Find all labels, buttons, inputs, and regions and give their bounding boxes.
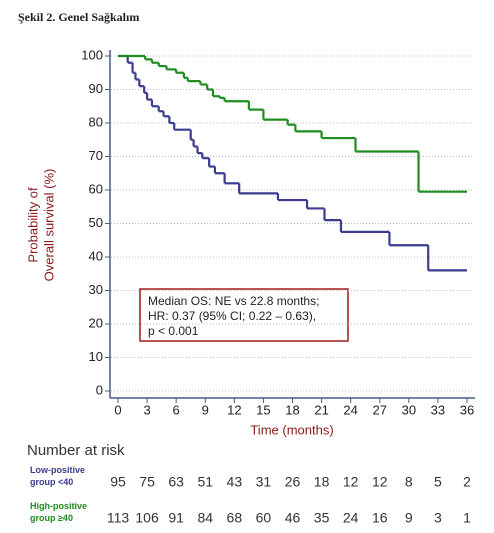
y-tick-label: 20 [89,315,103,330]
risk-count: 26 [285,474,301,490]
y-tick-label: 90 [89,81,103,96]
annotation-box [139,288,349,342]
risk-count: 95 [110,474,126,490]
risk-count: 51 [197,474,213,490]
risk-count: 12 [343,474,359,490]
risk-count: 18 [314,474,330,490]
risk-count: 106 [135,510,159,526]
annotation-text: Median OS: NE vs 22.8 months; [148,294,319,308]
x-tick-label: 12 [227,402,241,417]
annotation-text: p < 0.001 [148,324,199,338]
y-axis-label: Overall survival (%) [41,169,56,282]
risk-count: 46 [285,510,301,526]
x-tick-label: 27 [373,402,387,417]
risk-count: 5 [434,474,442,490]
risk-count: 84 [197,510,213,526]
y-tick-label: 0 [96,382,103,397]
risk-count: 113 [107,510,130,526]
risk-count: 1 [463,510,471,526]
annotation-text: HR: 0.37 (95% CI; 0.22 – 0.63), [148,309,316,323]
x-tick-label: 24 [343,402,357,417]
risk-row-label: Low-positive group <40 [30,465,86,487]
x-tick-label: 18 [285,402,299,417]
x-tick-label: 36 [460,402,474,417]
risk-row-label: High-positive group ≥40 [30,501,88,523]
risk-count: 24 [343,510,359,526]
risk-table-title: Number at risk [27,442,125,459]
y-tick-label: 30 [89,282,103,297]
risk-count: 35 [314,510,330,526]
x-tick-label: 30 [402,402,416,417]
x-tick-label: 6 [173,402,180,417]
y-tick-label: 80 [89,114,103,129]
risk-count: 12 [372,474,388,490]
risk-count: 16 [372,510,388,526]
x-tick-label: 3 [143,402,150,417]
x-tick-label: 0 [114,402,121,417]
y-tick-label: 100 [81,47,103,62]
x-tick-label: 21 [314,402,328,417]
y-axis-label: Probability of [25,187,40,263]
risk-count: 31 [256,474,272,490]
risk-count: 60 [256,510,272,526]
y-tick-label: 10 [89,349,103,364]
chart-title: Şekil 2. Genel Sağkalım [18,10,139,24]
risk-count: 63 [168,474,184,490]
risk-count: 43 [227,474,243,490]
risk-count: 3 [434,510,442,526]
x-tick-label: 15 [256,402,270,417]
y-tick-label: 40 [89,248,103,263]
x-tick-label: 9 [202,402,209,417]
risk-count: 2 [463,474,471,490]
risk-count: 91 [168,510,184,526]
risk-count: 9 [405,510,413,526]
y-tick-label: 60 [89,181,103,196]
risk-count: 75 [139,474,155,490]
x-axis-label: Time (months) [250,422,333,437]
risk-count: 8 [405,474,413,490]
y-tick-label: 50 [89,215,103,230]
y-tick-label: 70 [89,148,103,163]
risk-count: 68 [227,510,243,526]
x-tick-label: 33 [431,402,445,417]
